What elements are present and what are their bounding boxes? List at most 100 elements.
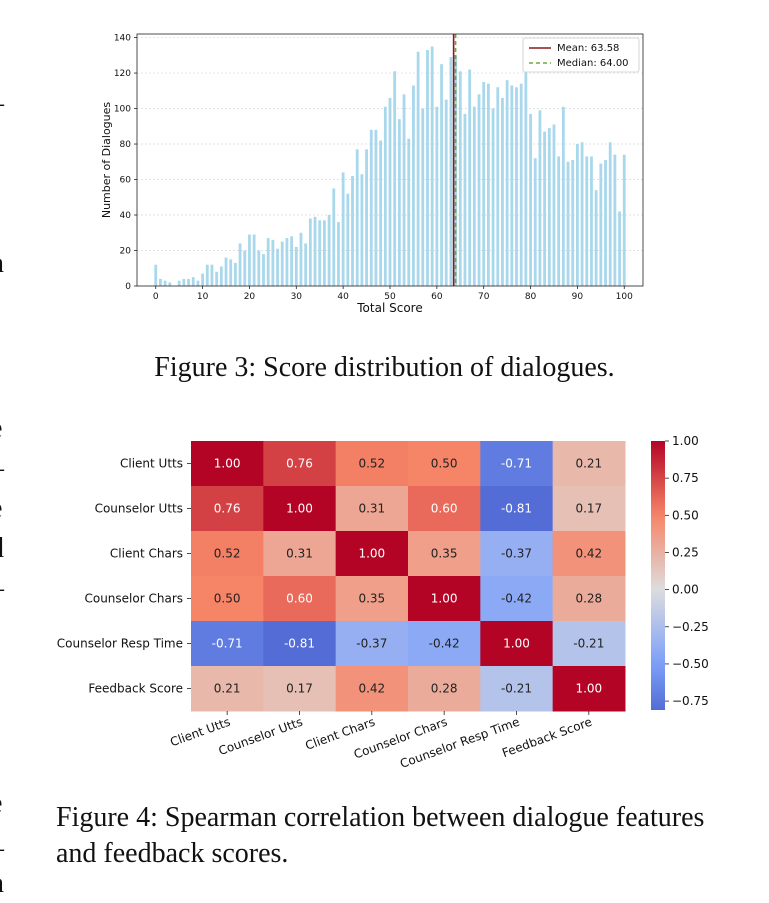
cell-value-label: 0.35 [358,592,385,606]
histogram-bar [571,160,575,286]
histogram-bar [365,149,368,286]
figure-4-heatmap: 1.00 0.76 0.52 0.50 -0.71 0.21 0.76 1.00 0.31 0.6… [57,434,709,771]
left-column-fragments: s)–l,.n,re–ed–le–n [0,0,14,903]
histogram-bar [280,241,284,286]
cell-value-label: 0.17 [575,502,602,516]
histogram-bar [355,149,359,286]
histogram-bar [215,271,219,286]
row-label: Client Chars [110,547,183,561]
cell-value-label: 0.50 [214,592,241,606]
histogram-bar [402,94,406,286]
x-tick-label: 0 [153,292,159,302]
cell-value-label: -0.81 [501,502,532,516]
histogram-bar [313,216,317,286]
row-label: Counselor Chars [84,592,183,606]
histogram-bar [486,83,490,286]
histogram-bar [374,129,378,286]
heatmap-cell [552,621,626,667]
histogram-bar [205,264,209,286]
heatmap-cell [480,576,554,622]
row-label: Counselor Resp Time [57,637,183,651]
heatmap-cell [263,486,337,532]
colorbar-tick-label: −0.25 [672,620,709,634]
legend: Mean: 63.58 Median: 64.00 [522,37,640,73]
heatmap-cell [552,576,626,622]
histogram-bar [285,238,289,286]
histogram-bar [304,243,308,286]
x-tick-label: 70 [478,292,490,302]
histogram-bar [561,106,565,287]
histogram-bar [360,174,364,286]
x-tick-label: 20 [244,292,256,302]
histogram-bar [618,211,621,286]
cell-value-label: -0.37 [501,547,532,561]
x-tick-label: 60 [431,292,443,302]
heatmap-cell [335,576,409,622]
histogram-bar [519,83,523,286]
histogram-bar [163,280,167,286]
histogram-bar [327,215,331,286]
cell-value-label: -0.42 [429,637,460,651]
histogram-bar [547,128,551,286]
cell-value-label: 0.60 [286,592,313,606]
histogram-bar [515,87,518,286]
histogram-bar [233,262,237,286]
histogram-bar [468,69,472,287]
histogram-bar [299,232,303,286]
histogram-bar [435,106,439,287]
colorbar-tick-label: 0.50 [672,508,699,522]
cell-value-label: 0.52 [358,457,385,471]
x-tick-label: 80 [525,292,537,302]
histogram-bar [407,138,411,286]
histogram-bar [243,250,247,286]
cell-value-label: 0.50 [431,457,458,471]
histogram-bar [388,97,392,286]
histogram-bar [576,144,579,286]
cell-value-label: 0.31 [286,547,313,561]
x-tick-label: 90 [572,292,584,302]
histogram-bar [491,108,495,286]
histogram-bar [463,113,467,286]
histogram-bar [449,57,453,287]
column-text-fragment: e [0,495,2,523]
heatmap-cell [552,666,626,712]
y-tick-label: 80 [120,140,132,150]
histogram-bar [369,129,373,286]
x-tick-label: 10 [197,292,209,302]
histogram-bar [276,248,279,286]
cell-value-label: -0.42 [501,592,532,606]
histogram-bar [248,234,251,286]
x-axis-label: Total Score [356,301,422,315]
histogram-bar [477,94,481,286]
heatmap-cell [407,486,481,532]
histogram-bar [585,156,589,286]
histogram-bar [266,238,270,286]
figure-3-histogram: 0 10 20 30 40 50 60 70 80 90 100 0 20 40 60 80 100 120 140… [100,34,644,315]
histogram-bar [501,97,504,286]
cell-value-label: -0.37 [356,637,387,651]
y-tick-label: 60 [120,176,132,186]
cell-value-label: 1.00 [358,547,385,561]
colorbar-tick-label: 0.75 [672,471,699,485]
column-label: Counselor Resp Time [398,715,521,771]
column-text-fragment: – [0,835,4,863]
figure-3-caption: Figure 3: Score distribution of dialogue… [154,352,615,383]
heatmap-cell [407,666,481,712]
histogram-bar [337,222,340,286]
heatmap-cell [263,621,337,667]
histogram-bar [529,113,532,286]
y-tick-label: 40 [120,211,132,221]
heatmap-cell [552,441,626,487]
cell-value-label: 1.00 [431,592,458,606]
histogram-bar [552,124,556,286]
y-tick-label: 0 [125,282,131,292]
figure-4-caption: Figure 4: Spearman correlation between d… [56,802,705,869]
column-text-fragment: – [0,90,4,118]
histogram-bar [397,119,401,286]
legend-mean-label: Mean: 63.58 [557,43,619,54]
histogram-bar [154,264,158,286]
heatmap-cell [191,576,264,622]
histogram-bar [590,156,593,286]
histogram-bar [290,236,294,286]
heatmap-cell [480,531,554,577]
